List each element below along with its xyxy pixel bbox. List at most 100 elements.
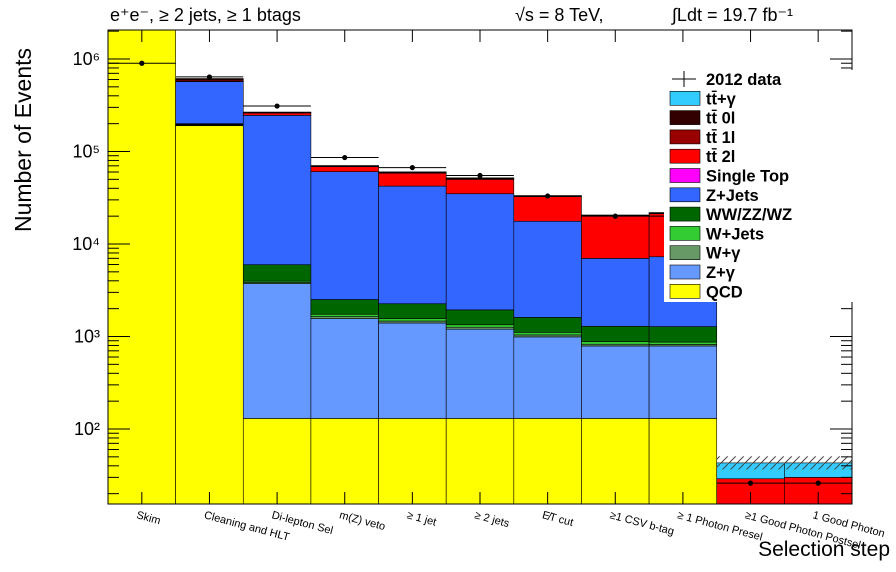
svg-text:tt̄+γ: tt̄+γ xyxy=(706,90,737,108)
uncertainty-band xyxy=(716,456,852,470)
bar-z-jets-4 xyxy=(378,185,447,305)
bar-z-jets-2 xyxy=(242,115,312,266)
legend-entry-8: W+Jets xyxy=(669,225,764,243)
y-tick-label-3: 10⁵ xyxy=(73,142,100,162)
y-tick-label-1: 10³ xyxy=(74,327,100,347)
legend-entry-2: tt̄ 0l xyxy=(669,109,735,128)
bar-qcd-0 xyxy=(108,30,176,504)
bar-tt-0l-4 xyxy=(378,171,447,173)
data-point-6 xyxy=(513,193,582,199)
bar-tt-2l-6 xyxy=(513,196,582,222)
bar-z--5 xyxy=(445,328,515,419)
bar-z--2 xyxy=(242,283,312,419)
uncertainty-hatch-10 xyxy=(784,456,852,470)
data-point-4 xyxy=(378,164,447,171)
bar-z--8 xyxy=(648,345,718,419)
data-point-2 xyxy=(243,103,311,109)
y-axis-title: Number of Events xyxy=(10,48,36,232)
legend-entry-4: tt̄ 2l xyxy=(669,148,735,166)
bar-qcd-10 xyxy=(784,505,852,509)
bar-tt-2l-2 xyxy=(242,112,312,116)
svg-text:Single Top: Single Top xyxy=(706,168,789,186)
data-point-3 xyxy=(310,154,379,161)
y-tick-label-4: 10⁶ xyxy=(73,49,100,69)
bar-ww-zz-wz-6 xyxy=(513,317,582,333)
x-tick-label-6: E̸T cut xyxy=(541,509,575,529)
channel-label: e⁺e⁻, ≥ 2 jets, ≥ 1 btags xyxy=(110,5,301,25)
svg-text:tt̄ 1l: tt̄ 1l xyxy=(706,128,735,146)
legend-entry-7: WW/ZZ/WZ xyxy=(669,206,792,224)
bar-z-jets-7 xyxy=(581,258,650,327)
legend-entry-6: Z+Jets xyxy=(669,187,759,205)
bar-w-jets-5 xyxy=(445,324,515,328)
svg-text:W+γ: W+γ xyxy=(706,245,741,263)
svg-text:QCD: QCD xyxy=(706,283,743,301)
bar-z-jets-1 xyxy=(175,81,244,124)
bar-qcd-9 xyxy=(717,505,785,509)
bar-qcd-1 xyxy=(175,125,244,504)
legend-entry-9: W+γ xyxy=(669,245,741,263)
data-point-10 xyxy=(784,480,852,486)
legend-entry-5: Single Top xyxy=(669,168,789,186)
svg-text:tt̄ 2l: tt̄ 2l xyxy=(706,148,735,166)
svg-text:WW/ZZ/WZ: WW/ZZ/WZ xyxy=(706,206,792,224)
legend-entry-11: QCD xyxy=(669,283,743,301)
bar-tt-2l-5 xyxy=(445,179,515,195)
bar-tt-2l-4 xyxy=(378,172,447,187)
legend-entry-10: Z+γ xyxy=(669,264,736,282)
bar-qcd-3 xyxy=(310,418,379,504)
bar-w-jets-6 xyxy=(513,332,582,336)
legend-entry-1: tt̄+γ xyxy=(669,90,737,108)
bar-ww-zz-wz-7 xyxy=(581,325,650,342)
svg-text:2012 data: 2012 data xyxy=(706,71,782,89)
svg-text:W+Jets: W+Jets xyxy=(706,225,764,243)
bar-ww-zz-wz-4 xyxy=(378,303,447,319)
uncertainty-hatch-9 xyxy=(716,456,785,470)
svg-text:tt̄ 0l: tt̄ 0l xyxy=(706,109,735,127)
bar-z--4 xyxy=(378,322,447,419)
bar-ww-zz-wz-5 xyxy=(445,309,515,326)
data-point-7 xyxy=(581,213,650,219)
bar-w-jets-3 xyxy=(310,313,379,317)
x-tick-label-5: ≥ 2 jets xyxy=(473,509,511,530)
y-tick-labels: 10² 10³ 10⁴ 10⁵ 10⁶ xyxy=(72,49,100,439)
bar-tt-0l-3 xyxy=(310,165,379,167)
data-point-1 xyxy=(175,74,244,80)
bar-z--3 xyxy=(310,318,379,419)
bar-z--7 xyxy=(581,345,650,419)
x-tick-label-0: Skim xyxy=(135,509,162,527)
legend-entry-0: 2012 data xyxy=(672,71,782,89)
y-tick-label-2: 10⁴ xyxy=(72,234,100,254)
bar-w--3 xyxy=(310,316,379,319)
bar-z-jets-6 xyxy=(513,220,582,318)
bar-qcd-7 xyxy=(581,418,650,504)
x-tick-label-3: m(Z) veto xyxy=(338,509,387,533)
bar-z-jets-5 xyxy=(445,193,515,311)
bar-z--6 xyxy=(513,336,582,419)
data-point-0 xyxy=(108,60,176,66)
energy-label: √s = 8 TeV, xyxy=(515,5,603,25)
bar-z-jets-3 xyxy=(310,171,379,300)
svg-text:Z+γ: Z+γ xyxy=(706,264,736,282)
legend-box xyxy=(664,70,860,302)
bar-ww-zz-wz-3 xyxy=(310,299,379,315)
bar-w-jets-4 xyxy=(378,318,447,322)
bar-tt-2l-3 xyxy=(310,166,379,172)
bar-ww-zz-wz-2 xyxy=(242,264,312,282)
x-axis-title: Selection step xyxy=(758,538,890,561)
stack-bars xyxy=(108,30,852,509)
data-point-5 xyxy=(446,172,514,179)
bar-tt-2l-7 xyxy=(581,215,650,259)
y-tick-label-0: 10² xyxy=(74,419,100,439)
bar-w-jets-7 xyxy=(581,341,650,345)
luminosity-label: ∫Ldt = 19.7 fb⁻¹ xyxy=(670,5,793,25)
data-point-9 xyxy=(716,480,785,486)
svg-text:Z+Jets: Z+Jets xyxy=(706,187,759,205)
x-tick-label-7: ≥1 CSV b-tag xyxy=(608,509,675,538)
legend-entry-3: tt̄ 1l xyxy=(669,128,735,147)
bar-w-jets-8 xyxy=(648,341,718,345)
bar-ww-zz-wz-8 xyxy=(648,326,718,343)
x-tick-label-4: ≥ 1 jet xyxy=(406,509,438,528)
